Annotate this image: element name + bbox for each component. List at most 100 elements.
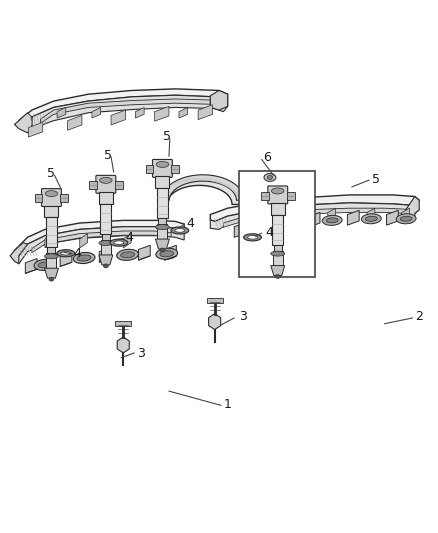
Bar <box>157 224 167 239</box>
Text: 5: 5 <box>104 149 112 161</box>
Ellipse shape <box>264 173 276 181</box>
Bar <box>159 218 166 224</box>
Text: 4: 4 <box>265 225 273 239</box>
Ellipse shape <box>283 218 303 228</box>
Ellipse shape <box>244 223 264 233</box>
Bar <box>101 240 111 255</box>
Ellipse shape <box>272 188 284 194</box>
Ellipse shape <box>396 214 416 224</box>
Polygon shape <box>234 222 246 237</box>
Polygon shape <box>289 208 297 221</box>
Text: 5: 5 <box>163 130 171 143</box>
Polygon shape <box>10 243 28 264</box>
Ellipse shape <box>155 224 170 230</box>
Polygon shape <box>14 113 32 133</box>
Polygon shape <box>19 94 228 128</box>
Polygon shape <box>155 239 170 249</box>
Polygon shape <box>41 99 210 123</box>
Text: 4: 4 <box>126 231 134 244</box>
Ellipse shape <box>117 249 138 260</box>
Bar <box>46 253 57 268</box>
Bar <box>272 215 283 245</box>
Ellipse shape <box>103 264 108 268</box>
Ellipse shape <box>49 277 54 281</box>
Polygon shape <box>308 213 320 227</box>
Bar <box>155 176 170 188</box>
Polygon shape <box>347 211 359 225</box>
Bar <box>171 165 179 173</box>
Text: 5: 5 <box>47 167 56 180</box>
Bar <box>35 195 42 203</box>
Bar <box>47 247 56 253</box>
Polygon shape <box>271 265 285 276</box>
Ellipse shape <box>34 260 56 270</box>
Text: 2: 2 <box>415 310 423 324</box>
Ellipse shape <box>271 251 285 256</box>
Polygon shape <box>158 233 166 248</box>
Polygon shape <box>92 108 101 118</box>
Ellipse shape <box>99 177 112 183</box>
Polygon shape <box>171 227 189 234</box>
Polygon shape <box>402 208 410 221</box>
Polygon shape <box>244 234 261 241</box>
Ellipse shape <box>156 248 178 260</box>
Polygon shape <box>162 175 244 200</box>
Bar <box>271 203 285 215</box>
Text: 4: 4 <box>187 216 194 230</box>
Ellipse shape <box>38 262 52 268</box>
Polygon shape <box>138 245 150 260</box>
Text: 5: 5 <box>372 173 380 185</box>
Polygon shape <box>387 211 398 225</box>
Bar <box>100 204 111 234</box>
Text: 3: 3 <box>137 348 145 360</box>
Polygon shape <box>14 220 184 256</box>
Bar <box>145 165 153 173</box>
Bar <box>273 251 283 265</box>
Polygon shape <box>210 195 419 221</box>
Ellipse shape <box>99 240 113 246</box>
Bar <box>157 188 168 218</box>
Polygon shape <box>223 208 406 227</box>
Polygon shape <box>111 110 125 125</box>
Polygon shape <box>19 89 228 126</box>
Polygon shape <box>114 241 124 245</box>
Ellipse shape <box>248 226 260 231</box>
Polygon shape <box>179 108 187 118</box>
Polygon shape <box>210 91 228 110</box>
Polygon shape <box>25 259 37 273</box>
Polygon shape <box>158 179 241 205</box>
FancyBboxPatch shape <box>96 175 116 193</box>
Polygon shape <box>57 249 75 257</box>
Polygon shape <box>175 229 184 232</box>
Polygon shape <box>67 115 82 130</box>
Polygon shape <box>45 233 53 248</box>
Polygon shape <box>32 231 171 253</box>
Polygon shape <box>57 108 66 118</box>
Text: 1: 1 <box>224 398 232 411</box>
Polygon shape <box>210 203 419 229</box>
Bar <box>102 234 110 240</box>
Ellipse shape <box>45 191 58 197</box>
Ellipse shape <box>160 248 165 252</box>
Polygon shape <box>328 208 336 221</box>
Text: 3: 3 <box>239 310 247 324</box>
Bar <box>261 192 269 200</box>
Ellipse shape <box>275 274 280 278</box>
Polygon shape <box>269 216 281 231</box>
Bar <box>207 298 223 303</box>
Bar <box>99 192 113 204</box>
Polygon shape <box>250 208 257 221</box>
Ellipse shape <box>365 216 377 221</box>
Polygon shape <box>135 108 144 118</box>
Bar <box>45 206 58 217</box>
Ellipse shape <box>322 215 342 225</box>
Ellipse shape <box>156 161 169 167</box>
Ellipse shape <box>268 175 272 180</box>
Ellipse shape <box>160 251 174 257</box>
Polygon shape <box>198 105 212 119</box>
FancyBboxPatch shape <box>152 159 173 177</box>
FancyBboxPatch shape <box>268 186 288 204</box>
Polygon shape <box>60 252 72 266</box>
Polygon shape <box>155 107 169 121</box>
Ellipse shape <box>287 221 299 225</box>
